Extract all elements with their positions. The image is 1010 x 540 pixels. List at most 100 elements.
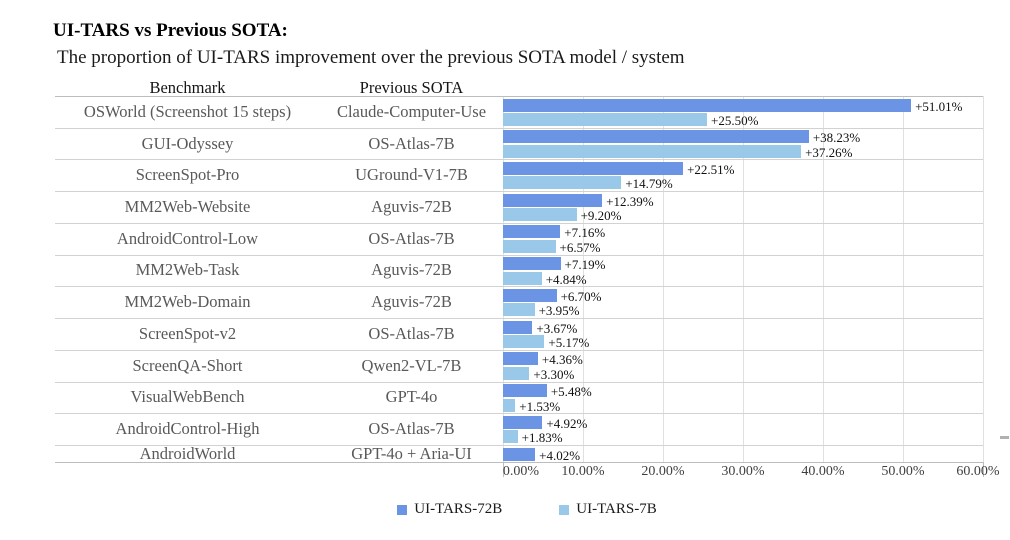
bar-value-label: +4.84% (545, 271, 587, 287)
bar-7b (503, 303, 535, 317)
previous-sota-label: Aguvis-72B (371, 260, 452, 280)
x-axis-tick-label: 10.00% (561, 464, 605, 479)
previous-sota-label: OS-Atlas-7B (368, 228, 455, 248)
bar-value-label: +7.19% (564, 257, 606, 273)
benchmark-label: ScreenSpot-v2 (138, 323, 237, 343)
row-separator (55, 413, 983, 415)
row-separator (55, 349, 983, 351)
bar-7b (503, 208, 577, 222)
bar-value-label: +9.20% (580, 208, 622, 224)
row-separator (55, 222, 983, 224)
bar-72b (503, 320, 533, 334)
previous-sota-label: GPT-4o (385, 387, 438, 407)
gridline-40.00% (823, 96, 824, 462)
bar-7b (503, 335, 545, 349)
x-axis-tick-label: 50.00% (881, 464, 925, 479)
bar-value-label: +1.53% (519, 398, 561, 414)
bar-7b (503, 398, 516, 412)
header-underline (55, 96, 983, 97)
legend-item-7b: UI-TARS-7B (559, 501, 657, 518)
bar-72b (503, 384, 547, 398)
bar-value-label: +3.30% (533, 366, 575, 382)
row-separator (55, 127, 983, 129)
legend-item-72b: UI-TARS-72B (397, 501, 502, 518)
bar-72b (503, 352, 538, 366)
bar-value-label: +1.83% (521, 430, 563, 446)
bar-72b (503, 225, 561, 239)
bar-7b (503, 271, 542, 285)
gridline-10.00% (583, 96, 584, 462)
previous-sota-label: Aguvis-72B (371, 197, 452, 217)
row-separator (55, 159, 983, 161)
x-axis-tick-label: 0.00% (502, 464, 540, 479)
bar-72b (503, 98, 912, 112)
bar-value-label: +22.51% (687, 161, 735, 177)
bar-value-label: +7.16% (564, 225, 606, 241)
benchmark-label: MM2Web-Website (124, 197, 251, 217)
bar-value-label: +6.57% (559, 239, 601, 255)
row-separator (55, 191, 983, 193)
bar-value-label: +37.26% (805, 144, 853, 160)
previous-sota-column-header: Previous SOTA (359, 78, 464, 97)
axis-tick-end (983, 462, 984, 477)
bar-value-label: +38.23% (812, 130, 861, 146)
benchmark-label: AndroidControl-Low (116, 228, 259, 248)
legend-label-72b: UI-TARS-72B (414, 501, 503, 517)
previous-sota-label: Aguvis-72B (371, 292, 452, 312)
previous-sota-label: GPT-4o + Aria-UI (351, 443, 472, 463)
previous-sota-label: OS-Atlas-7B (368, 133, 455, 153)
bar-value-label: +6.70% (560, 288, 602, 304)
benchmark-label: MM2Web-Domain (124, 292, 251, 312)
previous-sota-label: Claude-Computer-Use (336, 101, 487, 121)
bar-value-label: +3.67% (536, 320, 578, 336)
axis-tick-start (503, 462, 504, 477)
bar-value-label: +12.39% (606, 193, 654, 209)
bar-value-label: +25.50% (711, 113, 759, 128)
legend-label-7b: UI-TARS-7B (576, 501, 657, 517)
row-separator (55, 318, 983, 320)
bar-7b (503, 113, 707, 126)
bar-72b (503, 288, 557, 302)
chart-title: UI-TARS vs Previous SOTA: (53, 20, 288, 41)
row-separator (55, 381, 983, 383)
chart-subtitle: The proportion of UI-TARS improvement ov… (57, 47, 685, 68)
bar-7b (503, 144, 802, 158)
benchmark-label: AndroidWorld (139, 443, 236, 463)
bar-7b (503, 366, 530, 380)
bar-7b (503, 430, 518, 444)
bar-value-label: +4.02% (539, 447, 581, 463)
benchmark-label: GUI-Odyssey (141, 133, 234, 153)
bar-72b (503, 257, 561, 271)
bar-value-label: +3.95% (538, 303, 580, 319)
benchmark-label: OSWorld (Screenshot 15 steps) (83, 101, 292, 121)
screenshot-artifact-dash (1000, 436, 1009, 439)
benchmark-label: MM2Web-Task (135, 260, 240, 280)
previous-sota-label: OS-Atlas-7B (368, 323, 455, 343)
bar-value-label: +51.01% (915, 98, 963, 114)
previous-sota-label: Qwen2-VL-7B (361, 355, 462, 375)
bar-72b (503, 161, 684, 175)
bar-7b (503, 176, 622, 190)
bar-value-label: +4.36% (541, 352, 583, 368)
x-axis-tick-label: 20.00% (641, 464, 685, 479)
gridline-20.00% (663, 96, 664, 462)
previous-sota-label: OS-Atlas-7B (368, 419, 455, 439)
x-axis-tick-label: 30.00% (721, 464, 765, 479)
benchmark-label: ScreenQA-Short (132, 355, 243, 375)
bar-7b (503, 239, 556, 253)
benchmark-label: ScreenSpot-Pro (135, 165, 240, 185)
x-axis-tick-label: 40.00% (801, 464, 845, 479)
bar-value-label: +14.79% (625, 176, 673, 192)
bar-72b (503, 415, 543, 429)
bar-72b (503, 447, 536, 461)
bar-72b (503, 130, 809, 144)
gridline-60.00% (983, 96, 984, 462)
chart-legend: UI-TARS-72B UI-TARS-7B (22, 501, 1010, 518)
benchmark-label: VisualWebBench (130, 387, 245, 407)
gridline-30.00% (743, 96, 744, 462)
previous-sota-label: UGround-V1-7B (355, 165, 468, 185)
row-separator (55, 286, 983, 288)
row-separator (55, 445, 983, 446)
bar-72b (503, 193, 603, 207)
